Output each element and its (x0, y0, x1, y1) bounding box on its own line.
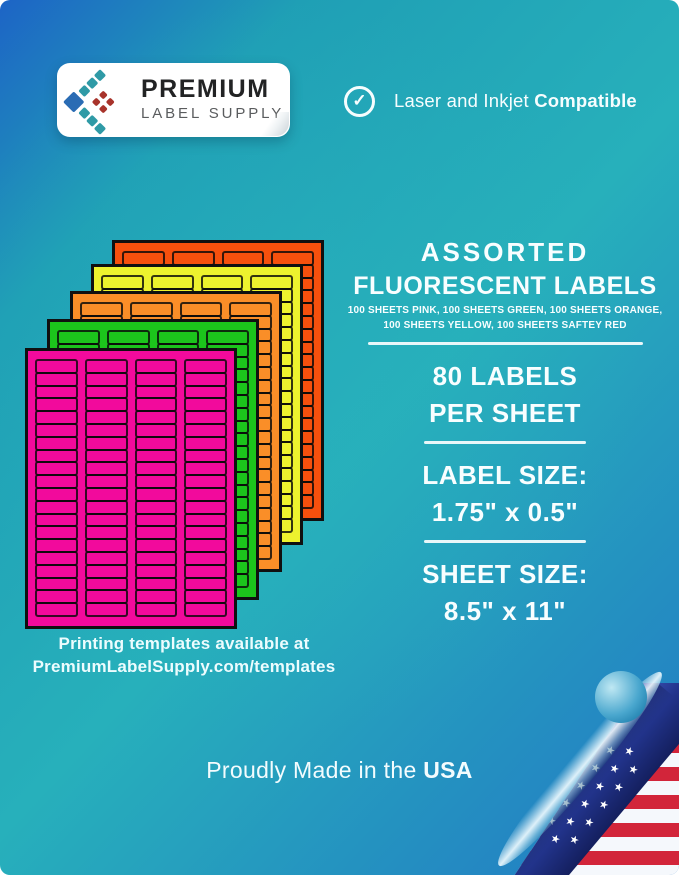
headline-subtitle: 100 SHEETS PINK, 100 SHEETS GREEN, 100 S… (347, 304, 663, 333)
page-curl-tip (595, 671, 647, 723)
logo-diamond-red (98, 104, 108, 114)
label-cell (35, 602, 78, 617)
sheet-size-spec: SHEET SIZE: 8.5" x 11" (347, 556, 663, 630)
label-sheet-pink (25, 348, 237, 629)
label-size-label: LABEL SIZE: (422, 460, 588, 491)
headline-line1: ASSORTED (420, 237, 590, 267)
compatibility-banner: ✓ Laser and Inkjet Compatible (344, 84, 664, 118)
sheet-size-value: 8.5" x 11" (443, 595, 567, 626)
label-column (134, 359, 178, 617)
label-column (184, 359, 227, 617)
logo-brand-subname: LABEL SUPPLY (141, 104, 285, 122)
divider (424, 441, 586, 445)
label-size-value: 1.75" x 0.5" (431, 497, 579, 528)
compatibility-text-regular: Laser and Inkjet (394, 90, 535, 111)
premium-label-supply-logo: PREMIUM LABEL SUPPLY (57, 63, 290, 137)
logo-diamond-teal (93, 122, 107, 135)
compatibility-text: Laser and Inkjet Compatible (394, 90, 637, 112)
headline-subtitle-line1: 100 SHEETS PINK, 100 SHEETS GREEN, 100 S… (347, 305, 663, 317)
divider (367, 342, 643, 346)
usa-flag-page-curl: ★ ★ ★ ★ ★ ★★ ★ ★ ★ ★★ ★ ★ ★ ★ ★★ ★ ★ ★ ★ (486, 662, 679, 875)
labels-per-sheet-line2: PER SHEET (429, 398, 581, 429)
diamond-grid-logo-icon (62, 64, 137, 139)
label-cell (184, 602, 227, 617)
label-size-spec: LABEL SIZE: 1.75" x 0.5" (347, 457, 663, 531)
logo-diamond-red (105, 97, 115, 107)
logo-diamond-red (98, 90, 108, 100)
labels-per-sheet: 80 LABELS PER SHEET (347, 358, 663, 432)
label-sheets-stack (25, 240, 330, 630)
labels-per-sheet-line1: 80 LABELS (432, 361, 578, 392)
label-column (84, 359, 128, 617)
product-info-column: ASSORTED FLUORESCENT LABELS 100 SHEETS P… (347, 236, 663, 630)
logo-brand-name: PREMIUM (141, 75, 270, 103)
logo-wordmark: PREMIUM LABEL SUPPLY (141, 75, 285, 123)
templates-note: Printing templates available at PremiumL… (10, 633, 358, 679)
made-in-usa-bold: USA (423, 757, 473, 783)
headline-subtitle-line2: 100 SHEETS YELLOW, 100 SHEETS SAFTEY RED (383, 319, 627, 331)
logo-diamond-red (91, 97, 101, 107)
compatibility-text-bold: Compatible (534, 90, 637, 111)
headline-line2: FLUORESCENT LABELS (353, 271, 657, 300)
made-in-usa-regular: Proudly Made in the (206, 757, 424, 783)
label-column (35, 359, 78, 617)
templates-note-line1: Printing templates available at (58, 634, 310, 653)
check-circle-icon: ✓ (344, 85, 375, 117)
divider (424, 539, 586, 543)
label-cell (84, 602, 128, 617)
label-cell (134, 602, 178, 617)
made-in-usa-text: Proudly Made in the USA (0, 757, 679, 784)
templates-note-line2: PremiumLabelSupply.com/templates (32, 656, 336, 676)
sheet-size-label: SHEET SIZE: (422, 558, 588, 589)
